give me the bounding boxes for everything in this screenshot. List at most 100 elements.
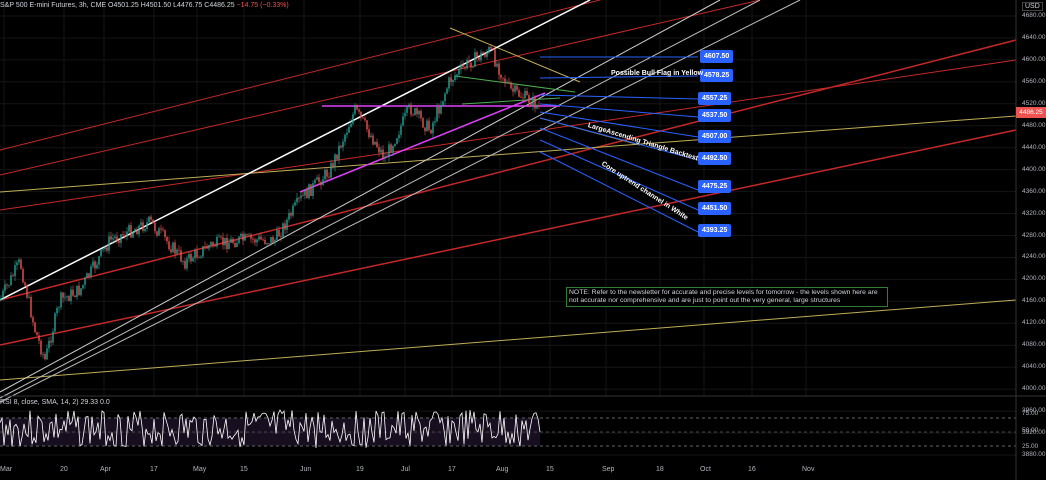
candle-body (340, 145, 342, 148)
candle-body (464, 66, 466, 69)
candle-body (372, 135, 374, 145)
candle-body (196, 250, 198, 258)
candle-body (502, 77, 504, 79)
candle-body (20, 259, 22, 269)
candle-body (250, 234, 252, 239)
candle-body (110, 236, 112, 240)
candle-body (294, 202, 296, 206)
candle-body (434, 121, 436, 123)
price-tick-label: 4000.00 (1022, 385, 1046, 393)
candle-body (346, 132, 348, 135)
candle-body (46, 348, 48, 360)
candle-body (228, 242, 230, 250)
candle-body (356, 105, 358, 110)
candle-body (370, 135, 372, 138)
candle-body (276, 230, 278, 240)
candle-body (8, 285, 10, 286)
price-tick-label: 3960.00 (1022, 407, 1046, 415)
candle-body (432, 122, 434, 134)
candle-body (18, 259, 20, 263)
candlesticks (0, 43, 540, 361)
candle-body (400, 125, 402, 135)
level-box[interactable]: 4578.25 (700, 69, 734, 82)
candle-body (300, 195, 302, 199)
candle-body (120, 234, 122, 243)
currency-badge[interactable]: USD (1022, 2, 1043, 11)
candle-body (138, 225, 140, 235)
close-value: 4486.25 (209, 2, 235, 9)
candle-body (68, 296, 70, 302)
candle-body (200, 256, 202, 258)
rsi-legend[interactable]: RSI 8, close, SMA, 14, 2) 29.33 0.0 (0, 399, 110, 406)
level-box[interactable]: 4557.25 (698, 92, 732, 105)
candle-body (142, 222, 144, 231)
white-channel-lines (0, 0, 801, 403)
candle-body (82, 284, 84, 289)
candle-body (454, 75, 456, 80)
candle-body (504, 78, 506, 83)
candle-body (198, 257, 200, 259)
candle-body (34, 322, 36, 333)
price-tick-label: 4280.00 (1022, 231, 1046, 239)
price-tick-label: 4120.00 (1022, 319, 1046, 327)
candle-body (184, 260, 186, 269)
level-box[interactable]: 4507.00 (698, 130, 732, 143)
candle-body (106, 247, 108, 251)
candle-body (90, 266, 92, 277)
candle-body (348, 127, 350, 133)
candle-body (284, 223, 286, 230)
low-value: 4476.75 (177, 2, 203, 9)
candle-body (78, 285, 80, 296)
candle-body (490, 46, 492, 49)
candle-body (336, 154, 338, 160)
candle-body (66, 296, 68, 297)
candle-body (526, 90, 528, 96)
candle-body (486, 52, 488, 57)
price-tick-label: 4160.00 (1022, 297, 1046, 305)
level-box[interactable]: 4393.25 (698, 224, 732, 237)
candle-body (510, 82, 512, 89)
bull-flag-annotation[interactable]: Possible Bull Flag in Yellow (611, 70, 704, 77)
candle-body (472, 66, 474, 68)
level-box[interactable]: 4475.25 (698, 180, 732, 193)
candle-body (448, 77, 450, 89)
time-tick-label: May (193, 466, 207, 473)
candle-body (44, 353, 46, 360)
candle-body (234, 242, 236, 248)
candle-body (474, 52, 476, 67)
rsi-line (0, 409, 541, 449)
candle-body (76, 285, 78, 298)
level-box[interactable]: 4607.50 (700, 50, 734, 63)
candle-body (146, 222, 148, 229)
newsletter-note[interactable]: NOTE: Refer to the newsletter for accura… (566, 287, 888, 307)
level-box[interactable]: 4537.50 (698, 109, 732, 122)
candle-body (114, 236, 116, 239)
candle-body (384, 156, 386, 159)
candle-body (94, 261, 96, 269)
candle-body (36, 332, 38, 336)
candle-body (254, 239, 256, 243)
candle-body (480, 52, 482, 61)
time-tick-label: 15 (240, 466, 248, 473)
candle-body (274, 239, 276, 244)
candle-body (230, 238, 232, 243)
candle-body (134, 229, 136, 233)
candle-body (152, 219, 154, 224)
candle-body (220, 236, 222, 238)
level-box[interactable]: 4451.50 (698, 202, 732, 215)
symbol-title: S&P 500 E-mini Futures, 3h, CME (0, 2, 107, 9)
time-tick-label: 15 (546, 466, 554, 473)
candle-body (406, 107, 408, 113)
candle-body (514, 85, 516, 92)
price-tick-label: 4080.00 (1022, 341, 1046, 349)
candle-body (296, 197, 298, 203)
candle-body (268, 243, 270, 244)
candle-body (414, 108, 416, 115)
candle-body (416, 108, 418, 115)
candle-body (360, 111, 362, 118)
candle-body (418, 110, 420, 115)
level-box[interactable]: 4492.50 (698, 152, 732, 165)
candle-body (338, 145, 340, 160)
candle-body (248, 234, 250, 236)
